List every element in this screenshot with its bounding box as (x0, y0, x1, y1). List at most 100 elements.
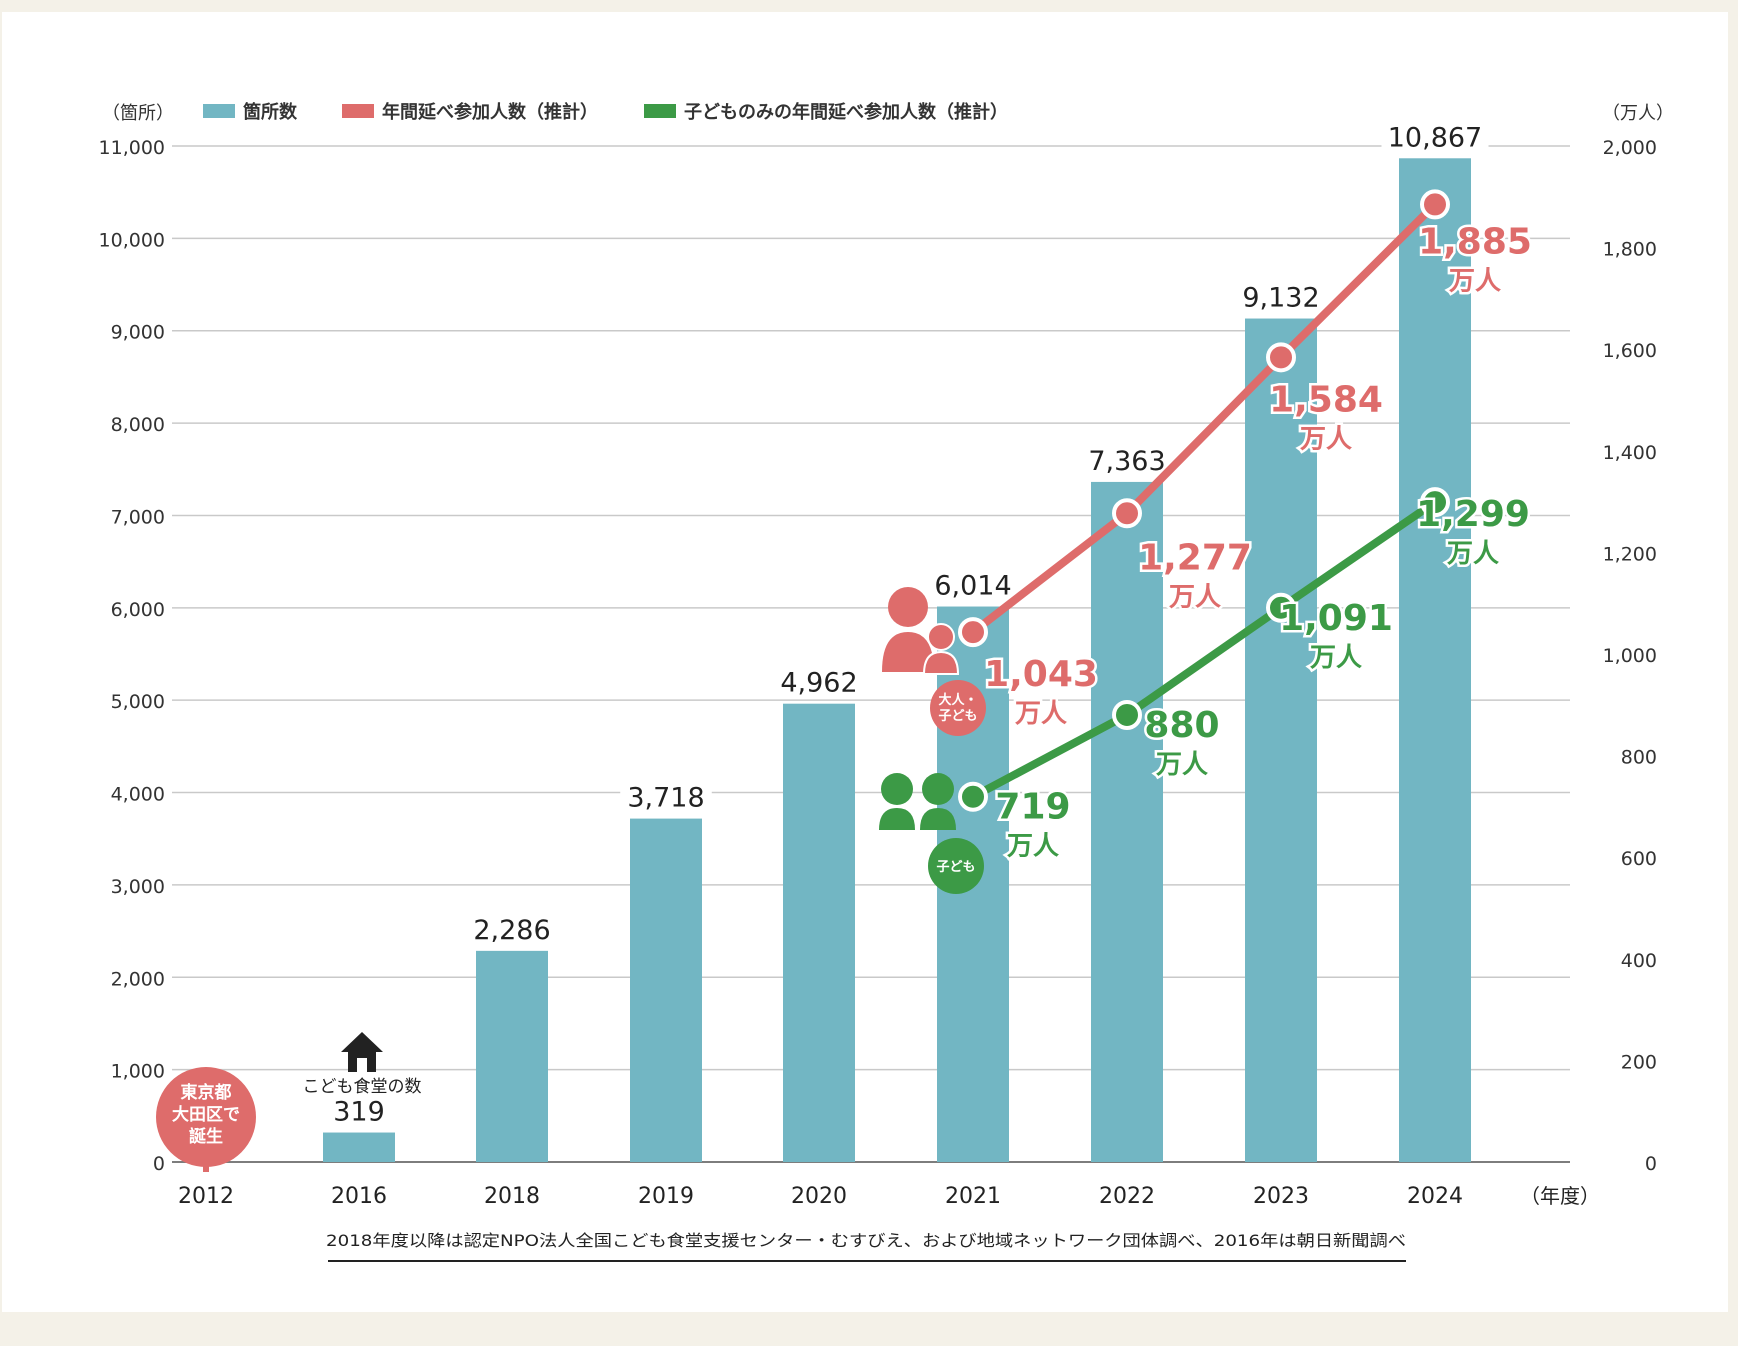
legend-item: 年間延べ参加人数（推計） (342, 101, 598, 123)
legend-item: 箇所数 (203, 101, 298, 123)
bar-value-label: 9,132 (1242, 283, 1319, 314)
bar (1091, 481, 1163, 1163)
right-tick-label: 600 (1621, 848, 1657, 870)
adult-child-badge-text: 子ども (938, 709, 977, 724)
line-value-label: 1,885 (1418, 221, 1532, 262)
series-line (970, 201, 1438, 636)
line-point (1420, 487, 1450, 518)
bar-label-bg (466, 910, 558, 945)
x-tick-label: 2012 (178, 1184, 234, 1209)
bar-value-label: 7,363 (1088, 446, 1165, 477)
x-tick-label: 2023 (1253, 1184, 1309, 1209)
children-badge-text: 子ども (936, 860, 975, 875)
left-tick-label: 9,000 (111, 322, 165, 344)
house-shape (341, 1032, 383, 1072)
x-tick-label: 2021 (945, 1184, 1001, 1209)
bar-value-label: 3,718 (627, 783, 704, 814)
x-axis: 2012 2016 2018 2019 2020 2021 2022 2023 2024 （年度） (178, 1184, 1600, 1209)
bar (783, 703, 855, 1162)
x-tick-label: 2020 (791, 1184, 847, 1209)
right-tick-label: 1,600 (1603, 340, 1657, 362)
line-unit-label: 万人 (1300, 424, 1352, 454)
bar-series: 319 2,286 3,718 4,962 6,014 7,363 9,132 10,867 (323, 118, 1489, 1163)
legend-item: 子どものみの年間延べ参加人数（推計） (644, 101, 1008, 123)
line-value-label: 1,043 (984, 654, 1098, 695)
adult-body (882, 632, 934, 672)
house-icon (341, 1032, 383, 1072)
bar-label-bg (1081, 441, 1173, 476)
line-unit-label: 万人 (1169, 582, 1221, 612)
bar-value-label: 319 (333, 1097, 385, 1128)
line-series-children: 719 万人 880 万人 1,091 万人 1,299 万人 (958, 487, 1532, 864)
series-line (971, 498, 1438, 801)
left-tick-label: 4,000 (111, 784, 165, 806)
adult-head (888, 587, 928, 627)
left-tick-label: 3,000 (111, 876, 165, 898)
legend-label: 箇所数 (243, 101, 298, 123)
line-value-label: 1,299 (1416, 494, 1530, 535)
left-tick-label: 7,000 (111, 506, 165, 528)
bar-value-label: 4,962 (780, 668, 857, 699)
right-tick-label: 800 (1621, 747, 1657, 769)
bar-label-bg (927, 566, 1019, 601)
origin-badge-text: 東京都 (181, 1082, 232, 1103)
line-value-label: 1,277 (1138, 537, 1252, 578)
line-point (1266, 342, 1296, 373)
child-b-body (920, 808, 956, 830)
house-door (357, 1058, 367, 1072)
x-tick-label: 2018 (484, 1184, 540, 1209)
gridlines (172, 145, 1570, 1163)
right-tick-label: 1,400 (1603, 442, 1657, 464)
legend-label: 年間延べ参加人数（推計） (382, 101, 598, 123)
bar-label-bg (773, 663, 865, 698)
legend: 箇所数 年間延べ参加人数（推計） 子どものみの年間延べ参加人数（推計） (203, 101, 1008, 123)
left-tick-label: 2,000 (111, 968, 165, 990)
bar-label-bg (1381, 118, 1489, 153)
line-point (1112, 699, 1142, 730)
bar-value-label: 6,014 (934, 571, 1011, 602)
legend-swatch (342, 104, 374, 118)
line-series-all: 1,043 万人 1,277 万人 1,584 万人 1,885 万人 (958, 189, 1534, 732)
right-axis: 0 200 400 600 800 1,000 1,200 1,400 1,600 1,800 2,… (1602, 103, 1674, 1175)
x-axis-unit: （年度） (1520, 1184, 1600, 1208)
line-unit-label: 万人 (1310, 643, 1362, 673)
house-caption-group: こども食堂の数 (303, 1077, 422, 1097)
chart-card: 0 1,000 2,000 3,000 4,000 5,000 6,000 7,000 8,00… (2, 12, 1728, 1312)
line-unit-label: 万人 (1007, 832, 1059, 862)
line-value-label: 719 (995, 787, 1070, 828)
adult-child-badge-text: 大人・ (938, 692, 977, 708)
line-value-label: 1,584 (1269, 379, 1383, 420)
origin-badge-text: 大田区で (172, 1104, 240, 1125)
bar-value-label: 2,286 (473, 915, 550, 946)
left-axis: 0 1,000 2,000 3,000 4,000 5,000 6,000 7,000 8,00… (99, 103, 174, 1175)
bar-label-bg (620, 778, 712, 813)
chart: 0 1,000 2,000 3,000 4,000 5,000 6,000 7,000 8,00… (99, 101, 1674, 1262)
line-point (1420, 189, 1450, 220)
source-note-text: 2018年度以降は認定NPO法人全国こども食堂支援センター・むすびえ、および地域… (326, 1231, 1406, 1250)
line-point (1266, 592, 1296, 623)
line-unit-label: 万人 (1447, 539, 1499, 569)
children-badge (928, 838, 984, 894)
left-tick-label: 0 (153, 1153, 165, 1175)
adult-child-icon: 大人・子ども (882, 587, 986, 736)
right-axis-unit: （万人） (1602, 103, 1674, 124)
line-point (958, 617, 988, 648)
line-unit-label: 万人 (1156, 750, 1208, 780)
line-unit-label: 万人 (1449, 266, 1501, 296)
origin-badge-text: 誕生 (189, 1126, 223, 1147)
adult-child-badge (930, 680, 986, 736)
line-value-label: 880 (1144, 705, 1219, 746)
child-a-body (879, 808, 915, 830)
line-point (1112, 498, 1142, 529)
right-tick-label: 1,200 (1603, 543, 1657, 565)
legend-swatch (203, 104, 235, 118)
bar-label-bg (1235, 278, 1327, 313)
bar-value-label: 10,867 (1388, 122, 1482, 153)
left-tick-label: 8,000 (111, 414, 165, 436)
right-tick-label: 200 (1621, 1051, 1657, 1073)
child-b-head (922, 773, 954, 805)
house-caption: こども食堂の数 (303, 1077, 422, 1097)
x-tick-label: 2016 (331, 1184, 387, 1209)
x-tick-label: 2019 (638, 1184, 694, 1209)
